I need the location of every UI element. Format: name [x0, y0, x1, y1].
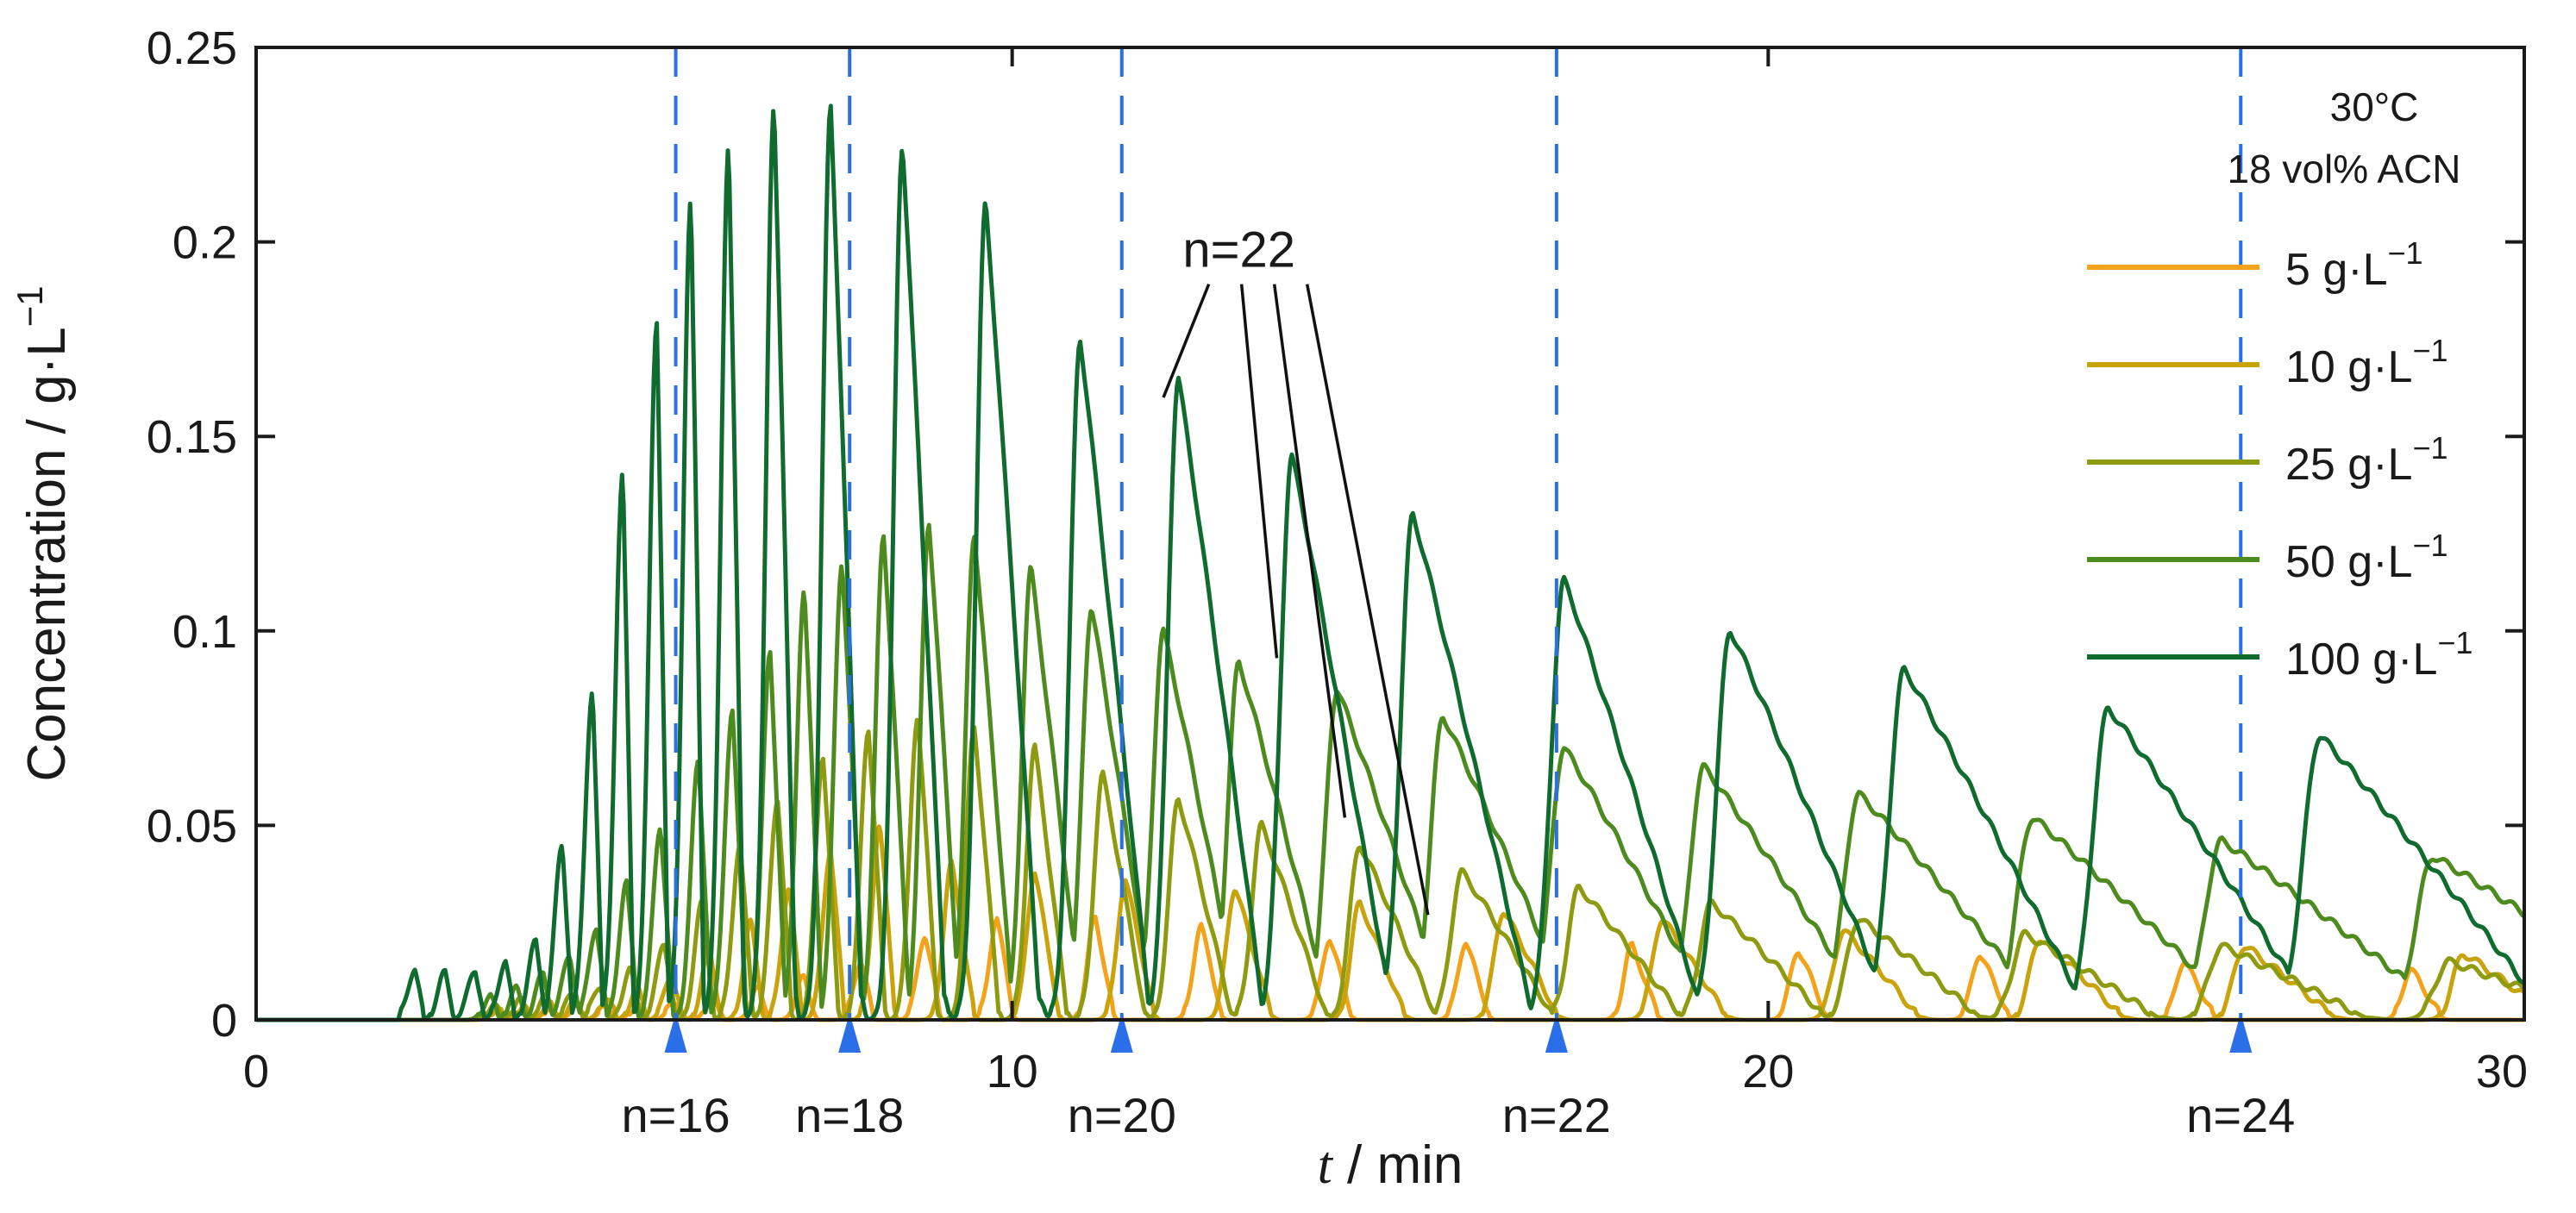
marker-label-2: n=20 [1068, 1088, 1176, 1142]
marker-label-4: n=24 [2186, 1088, 2295, 1142]
legend-label-4: 100 g·L−1 [2285, 625, 2473, 685]
series-line-4 [255, 103, 2525, 1022]
x-tick-label: 30 [2476, 1046, 2528, 1097]
x-axis-label-var: t [1318, 1136, 1334, 1195]
y-tick-label: 0.05 [147, 800, 237, 852]
x-axis-label: t / min [1318, 1135, 1463, 1195]
y-axis-label-sup: −1 [9, 285, 50, 327]
legend-label-3: 50 g·L−1 [2285, 528, 2448, 587]
annotation-layer: n=22 [1162, 222, 1430, 916]
series-layer [255, 103, 2526, 1022]
x-tick-label: 20 [1742, 1046, 1794, 1097]
legend-label-2: 25 g·L−1 [2285, 430, 2448, 490]
plot-frame [254, 46, 2526, 1022]
y-tick-label: 0.2 [172, 217, 237, 269]
axis-layer: 0 0.05 0.1 0.15 0.2 0.25 0 10 20 30 [147, 22, 2528, 1097]
marker-arrow-0 [664, 1013, 687, 1053]
x-axis-label-unit: / min [1332, 1135, 1463, 1195]
x-tick-label: 0 [243, 1046, 269, 1097]
marker-layer: n=16 n=18 n=20 n=22 n=24 [621, 47, 2295, 1142]
marker-arrow-2 [1110, 1013, 1133, 1053]
marker-arrow-1 [838, 1013, 862, 1053]
annotation-leader-2 [1272, 284, 1347, 818]
legend-label-0: 5 g·L−1 [2285, 235, 2423, 295]
marker-arrow-4 [2229, 1013, 2253, 1053]
y-axis-label-text: Concentration / g·L [17, 327, 77, 781]
condition-temperature: 30°C [2330, 84, 2419, 129]
legend-layer: 5 g·L−1 10 g·L−1 25 g·L−1 50 g·L−1 100 g·L−1 [2087, 235, 2473, 685]
y-tick-label: 0.25 [147, 22, 237, 74]
y-axis-label: Concentration / g·L−1 [9, 285, 77, 781]
annotation-leader-0 [1162, 283, 1211, 398]
x-tick-label: 10 [987, 1046, 1038, 1097]
marker-label-1: n=18 [795, 1088, 904, 1142]
annotation-leader-1 [1239, 284, 1279, 659]
y-tick-label: 0 [211, 995, 237, 1047]
marker-arrow-3 [1545, 1013, 1568, 1053]
legend-label-1: 10 g·L−1 [2285, 333, 2448, 392]
annotation-leader-3 [1305, 284, 1430, 916]
condition-solvent: 18 vol% ACN [2227, 147, 2460, 191]
y-tick-label: 0.1 [172, 606, 237, 658]
y-tick-label: 0.15 [147, 411, 237, 463]
annotation-label: n=22 [1182, 222, 1295, 278]
marker-label-3: n=22 [1502, 1088, 1611, 1142]
marker-label-0: n=16 [621, 1088, 730, 1142]
